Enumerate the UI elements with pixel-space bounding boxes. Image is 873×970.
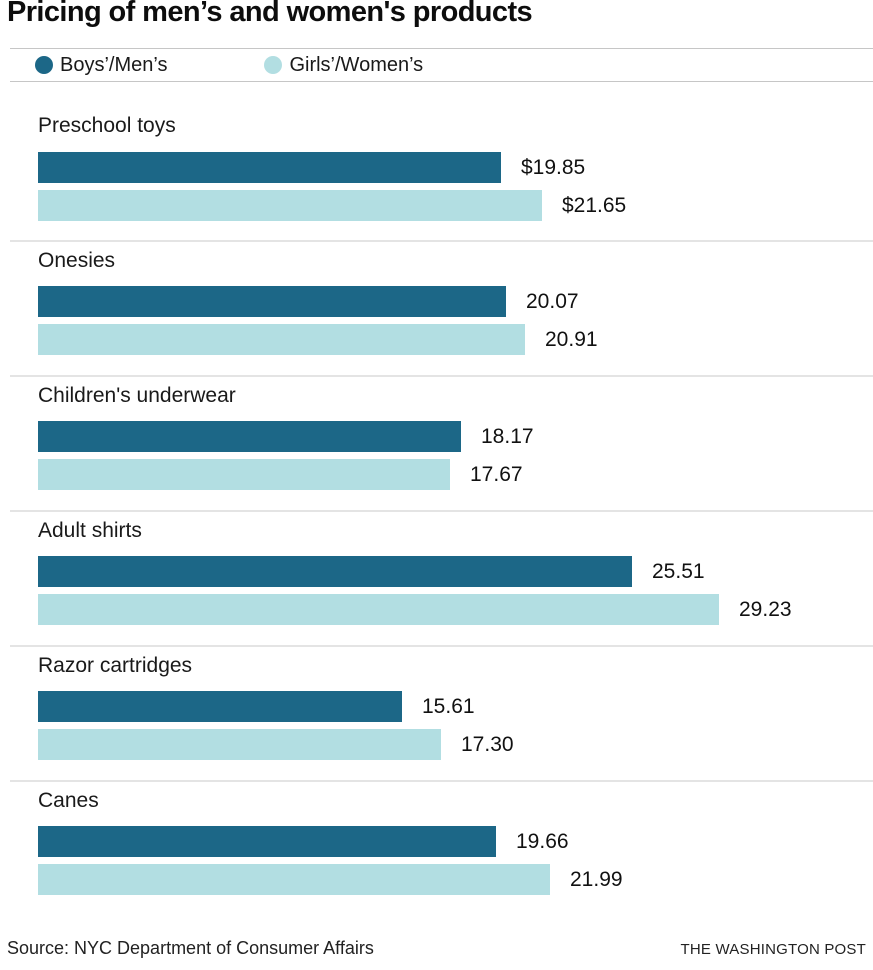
legend-label-men: Boys’/Men’s xyxy=(60,53,168,76)
men-bar xyxy=(38,286,506,317)
section-divider xyxy=(10,780,873,782)
women-value-label: 17.67 xyxy=(470,462,523,486)
men-value-label: 15.61 xyxy=(422,694,475,718)
men-bar-row: 18.17 xyxy=(38,421,534,452)
legend-item-men: Boys’/Men’s xyxy=(35,54,167,77)
section-divider xyxy=(10,375,873,377)
women-value-label: 29.23 xyxy=(739,597,792,621)
women-bar xyxy=(38,459,450,490)
men-bar xyxy=(38,826,496,857)
source-note: Source: NYC Department of Consumer Affai… xyxy=(7,938,374,958)
category-label: Children's underwear xyxy=(38,384,236,407)
women-value-label: 21.99 xyxy=(570,867,623,891)
women-bar xyxy=(38,190,542,221)
women-bar-row: 21.99 xyxy=(38,864,623,895)
category-section-razor-cartridges: Razor cartridges 15.61 17.30 xyxy=(0,645,873,780)
section-divider xyxy=(10,645,873,647)
chart-body: Preschool toys $19.85 $21.65 Onesies 20.… xyxy=(0,81,873,915)
men-bar-row: $19.85 xyxy=(38,152,585,183)
category-section-onesies: Onesies 20.07 20.91 xyxy=(0,240,873,375)
women-bar-row: 20.91 xyxy=(38,324,598,355)
category-label: Razor cartridges xyxy=(38,654,193,677)
legend: Boys’/Men’s Girls’/Women’s xyxy=(10,48,873,82)
men-series-swatch-icon xyxy=(35,56,53,74)
women-bar-row: 29.23 xyxy=(38,594,792,625)
men-bar xyxy=(38,691,402,722)
men-bar-row: 15.61 xyxy=(38,691,475,722)
women-bar xyxy=(38,594,719,625)
women-value-label: $21.65 xyxy=(562,193,627,217)
men-value-label: 25.51 xyxy=(652,559,705,583)
men-value-label: 20.07 xyxy=(526,289,579,313)
category-label: Adult shirts xyxy=(38,519,142,542)
publisher: THE WASHINGTON POST xyxy=(680,941,866,958)
category-section-adult-shirts: Adult shirts 25.51 29.23 xyxy=(0,510,873,645)
women-series-swatch-icon xyxy=(264,56,283,74)
men-value-label: 18.17 xyxy=(481,424,534,448)
men-bar-row: 20.07 xyxy=(38,286,579,317)
section-divider xyxy=(10,510,873,512)
men-bar xyxy=(38,421,461,452)
men-bar-row: 25.51 xyxy=(38,556,705,587)
men-bar xyxy=(38,556,632,587)
men-value-label: $19.85 xyxy=(521,155,586,179)
women-bar xyxy=(38,324,525,355)
men-bar xyxy=(38,152,501,183)
women-value-label: 17.30 xyxy=(461,732,514,756)
women-bar-row: 17.67 xyxy=(38,459,523,490)
category-label: Onesies xyxy=(38,249,116,272)
category-label: Preschool toys xyxy=(38,114,176,137)
men-value-label: 19.66 xyxy=(516,829,569,853)
section-divider xyxy=(10,240,873,242)
women-value-label: 20.91 xyxy=(545,327,598,351)
category-section-preschool-toys: Preschool toys $19.85 $21.65 xyxy=(0,81,873,240)
category-label: Canes xyxy=(38,789,99,812)
women-bar-row: $21.65 xyxy=(38,190,626,221)
legend-label-women: Girls’/Women’s xyxy=(289,53,424,76)
category-section-childrens-underwear: Children's underwear 18.17 17.67 xyxy=(0,375,873,510)
women-bar xyxy=(38,729,441,760)
category-section-canes: Canes 19.66 21.99 xyxy=(0,780,873,915)
legend-item-women: Girls’/Women’s xyxy=(264,54,423,77)
chart-title: Pricing of men’s and women's products xyxy=(7,0,533,28)
men-bar-row: 19.66 xyxy=(38,826,569,857)
women-bar-row: 17.30 xyxy=(38,729,514,760)
footer: Source: NYC Department of Consumer Affai… xyxy=(7,938,866,959)
women-bar xyxy=(38,864,550,895)
